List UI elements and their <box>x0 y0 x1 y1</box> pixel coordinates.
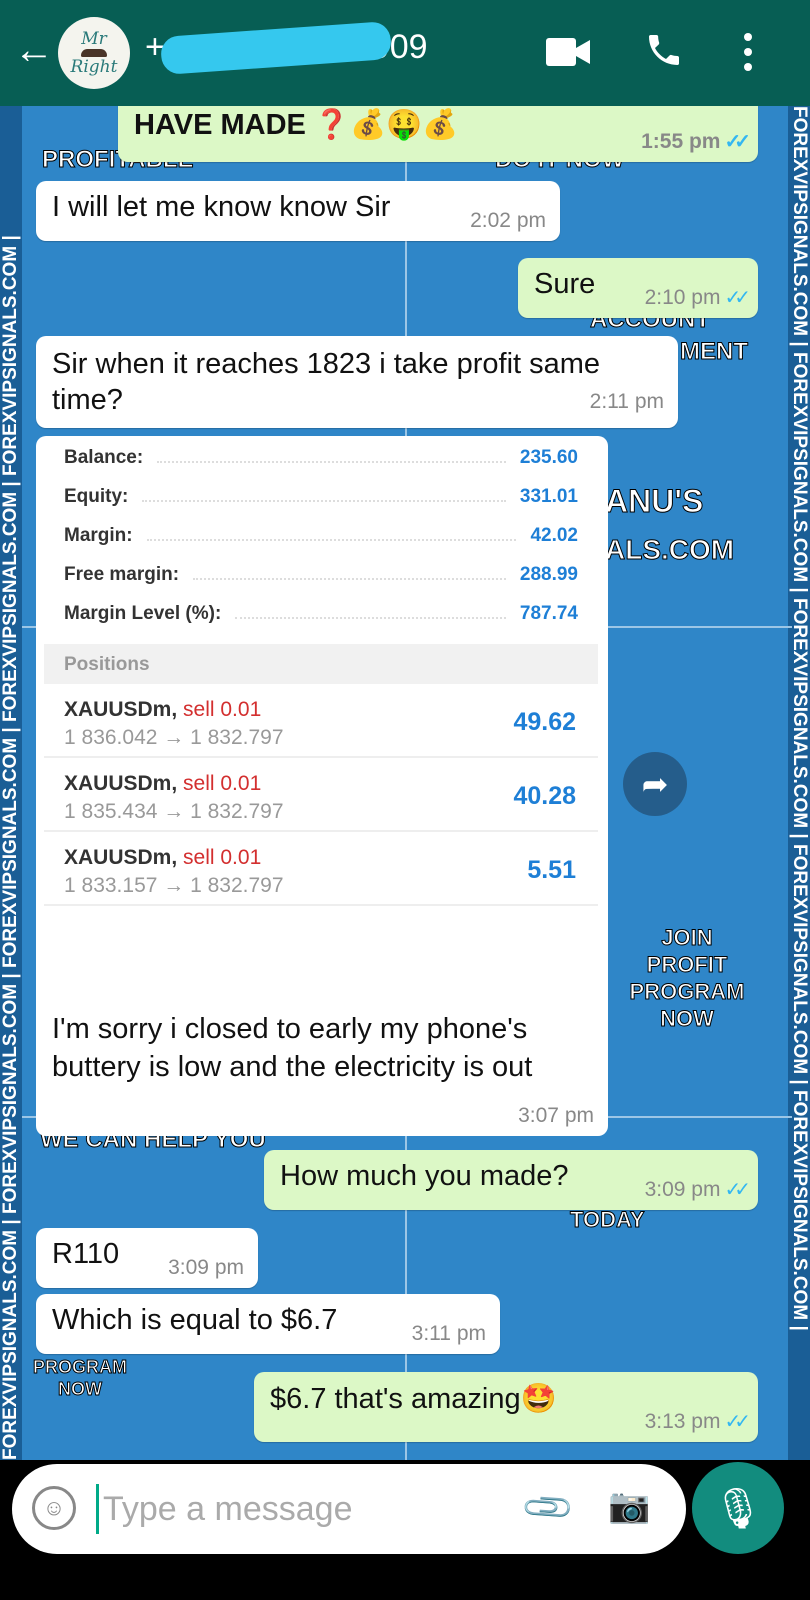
message-bubble[interactable]: Sure 2:10 pm ✓✓ <box>518 258 758 318</box>
mustache-icon <box>81 49 107 57</box>
message-time: 3:07 pm <box>518 1104 594 1127</box>
message-time: 3:11 pm <box>411 1322 486 1345</box>
image-caption: I'm sorry i closed to early my phone's b… <box>52 1013 533 1083</box>
message-time: 3:09 pm ✓✓ <box>644 1178 751 1201</box>
emoji-icon[interactable]: ☺ <box>32 1486 76 1530</box>
message-composer: ☺ 📎 📷 <box>12 1464 686 1554</box>
message-time: 3:13 pm ✓✓ <box>644 1410 751 1433</box>
message-bubble[interactable]: I will let me know know Sir 2:02 pm <box>36 181 560 241</box>
chat-header: ← Mr Right + 909 <box>0 0 810 106</box>
wallpaper-text: ALS.COM <box>604 534 735 565</box>
summary-row: Margin Level (%): 787.74 <box>64 603 578 624</box>
position-row: XAUUSDm, sell 0.01 1 833.157 → 1 832.797… <box>44 834 598 906</box>
message-bubble[interactable]: Which is equal to $6.7 3:11 pm <box>36 1294 500 1354</box>
position-row: XAUUSDm, sell 0.01 1 836.042 → 1 832.797… <box>44 686 598 758</box>
positions-header: Positions <box>44 644 598 684</box>
wallpaper-strip-right: FOREXVIPSIGNALS.COM | FOREXVIPSIGNALS.CO… <box>788 106 810 1460</box>
message-time: 3:09 pm <box>168 1256 244 1279</box>
mic-button[interactable]: 🎙 <box>692 1462 784 1554</box>
video-call-icon[interactable] <box>546 38 590 66</box>
summary-row: Margin: 42.02 <box>64 525 578 546</box>
wallpaper-text: TODAY <box>570 1207 646 1233</box>
wallpaper-text: ANU'S <box>604 483 704 519</box>
forward-icon[interactable]: ➦ <box>623 752 687 816</box>
wallpaper-text: MENT <box>680 338 749 366</box>
avatar[interactable]: Mr Right <box>58 17 130 89</box>
phone-call-icon[interactable] <box>644 30 684 70</box>
read-ticks-icon: ✓✓ <box>724 1411 750 1433</box>
read-ticks-icon: ✓✓ <box>724 287 750 309</box>
camera-icon[interactable]: 📷 <box>608 1487 651 1525</box>
message-bubble[interactable]: How much you made? 3:09 pm ✓✓ <box>264 1150 758 1210</box>
message-bubble[interactable]: $6.7 that's amazing🤩 3:13 pm ✓✓ <box>254 1372 758 1442</box>
summary-row: Equity: 331.01 <box>64 486 578 507</box>
read-ticks-icon: ✓✓ <box>724 131 750 153</box>
summary-row: Free margin: 288.99 <box>64 564 578 585</box>
message-input[interactable] <box>96 1484 496 1534</box>
wallpaper-strip-left: FOREXVIPSIGNALS.COM | FOREXVIPSIGNALS.CO… <box>0 106 22 1460</box>
message-time: 1:55 pm ✓✓ <box>641 130 751 153</box>
wallpaper-text: PROGRAM NOW <box>33 1357 128 1400</box>
message-bubble[interactable]: R110 3:09 pm <box>36 1228 258 1288</box>
summary-row: Balance: 235.60 <box>64 447 578 468</box>
mic-icon: 🎙 <box>712 1486 764 1531</box>
contact-name[interactable]: + 909 <box>145 20 428 75</box>
message-bubble[interactable]: HAVE MADE ❓💰🤑💰 1:55 pm ✓✓ <box>118 100 758 162</box>
message-time: 2:11 pm <box>589 390 664 413</box>
more-vert-icon[interactable] <box>742 32 754 72</box>
wallpaper-text: JOIN PROFIT PROGRAM NOW <box>629 925 745 1032</box>
attach-icon[interactable]: 📎 <box>519 1479 577 1537</box>
read-ticks-icon: ✓✓ <box>724 1179 750 1201</box>
message-time: 2:10 pm ✓✓ <box>644 286 751 309</box>
message-bubble[interactable]: Sir when it reaches 1823 i take profit s… <box>36 336 678 428</box>
position-row: XAUUSDm, sell 0.01 1 835.434 → 1 832.797… <box>44 760 598 832</box>
arrow-left-icon[interactable]: ← <box>14 28 54 72</box>
image-message-bubble[interactable]: Balance: 235.60 Equity: 331.01 Margin: 42.0… <box>36 436 608 1136</box>
message-time: 2:02 pm <box>470 209 546 232</box>
redaction-mark <box>159 20 392 75</box>
